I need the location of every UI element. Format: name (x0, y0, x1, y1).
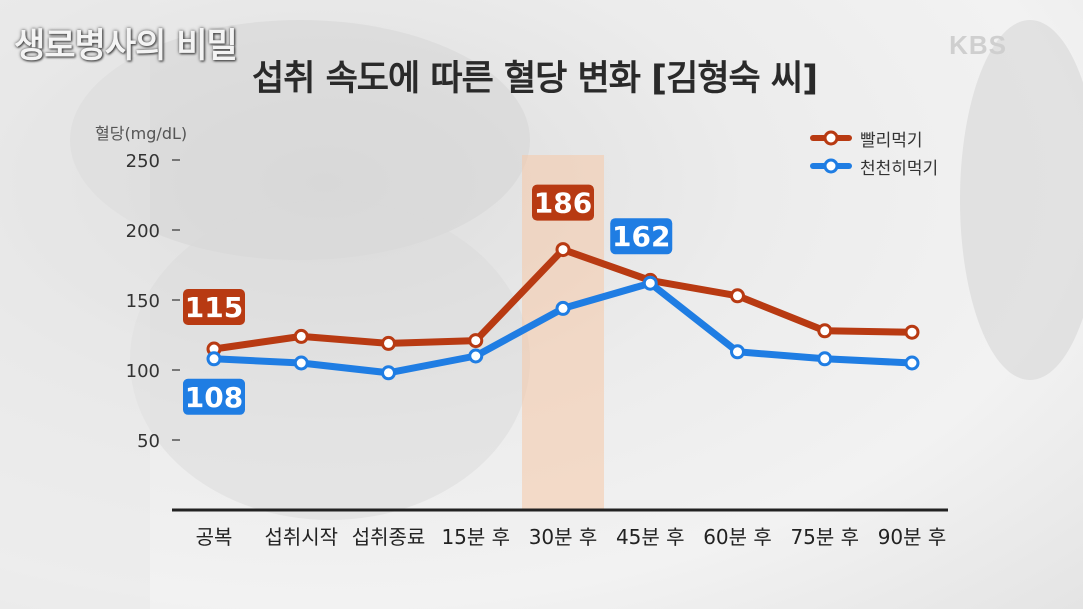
data-point-slow (381, 365, 396, 381)
y-axis-label: 혈당(mg/dL) (95, 124, 188, 143)
data-callout-slow: 162 (610, 218, 673, 255)
x-tick-label: 공복 (196, 525, 233, 549)
data-label: 162 (612, 220, 670, 253)
show-logo: 생로병사의 비밀 (14, 26, 238, 66)
data-point-fast (817, 323, 833, 339)
y-tick-label: 100 (126, 361, 160, 382)
data-point-fast (904, 324, 920, 340)
data-point-fast (468, 333, 484, 349)
data-label: 115 (185, 291, 243, 324)
legend-marker-fast (810, 130, 852, 146)
data-point-fast (730, 288, 745, 304)
data-point-slow (730, 344, 745, 360)
x-tick-label: 75분 후 (790, 525, 859, 549)
data-point-slow (642, 275, 658, 291)
data-callout-fast: 115 (183, 289, 245, 325)
data-callout-fast: 186 (532, 184, 594, 221)
y-tick-label: 200 (126, 221, 160, 242)
data-point-fast (555, 242, 571, 258)
data-point-slow (468, 348, 484, 364)
x-tick-label: 90분 후 (878, 525, 947, 549)
data-label: 108 (185, 381, 243, 414)
x-tick-label: 섭취시작 (264, 525, 338, 549)
legend-marker-slow (810, 158, 852, 174)
data-label: 186 (534, 187, 592, 220)
data-callout-box (532, 184, 594, 221)
legend-item-slow: 천천히먹기 (810, 152, 938, 180)
legend-item-fast: 빨리먹기 (810, 124, 938, 152)
data-point-slow (817, 351, 833, 367)
x-tick-label: 60분 후 (703, 525, 772, 549)
broadcaster-logo: KBS (949, 30, 1007, 60)
data-point-slow (206, 351, 222, 367)
data-callout-box (610, 218, 673, 255)
y-tick-label: 250 (126, 151, 160, 172)
data-callout-slow: 108 (183, 378, 245, 415)
x-tick-label: 섭취종료 (352, 525, 426, 549)
data-callout-box (183, 378, 245, 415)
data-callout-box (183, 289, 245, 325)
data-point-fast (381, 335, 396, 351)
chart-title: 섭취 속도에 따른 혈당 변화 [김형숙 씨] (252, 59, 818, 99)
data-point-fast (293, 328, 309, 344)
legend: 빨리먹기 천천히먹기 (810, 124, 938, 180)
y-tick-label: 50 (137, 431, 160, 452)
data-point-slow (904, 355, 920, 371)
data-point-slow (293, 355, 309, 371)
x-tick-label: 30분 후 (529, 525, 598, 549)
legend-label-fast: 빨리먹기 (860, 130, 923, 151)
x-tick-label: 45분 후 (616, 525, 685, 549)
x-tick-label: 15분 후 (441, 525, 510, 549)
legend-label-slow: 천천히먹기 (860, 158, 939, 179)
y-tick-label: 150 (126, 291, 160, 312)
data-point-slow (555, 300, 571, 316)
